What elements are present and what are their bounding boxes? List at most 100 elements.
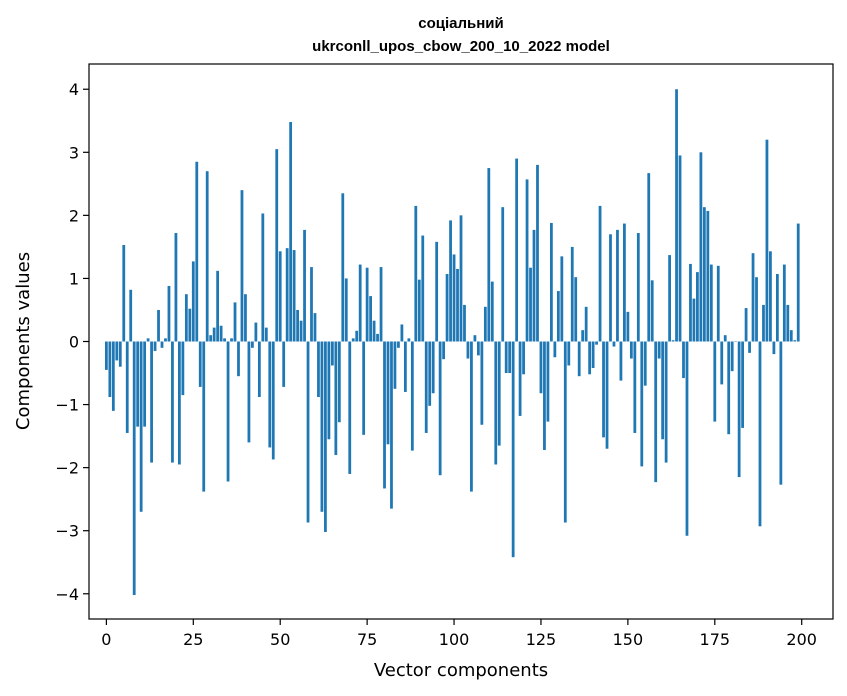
bar — [643, 341, 647, 386]
bar — [108, 341, 112, 397]
bar — [167, 286, 171, 342]
bar — [480, 341, 484, 425]
x-tick-label: 0 — [101, 630, 111, 649]
bar — [483, 306, 487, 342]
bar — [730, 341, 734, 372]
y-tick-label: −1 — [55, 396, 79, 415]
bar — [337, 341, 341, 423]
bar — [171, 341, 174, 463]
bar — [223, 338, 226, 342]
bar — [397, 341, 400, 348]
bar — [299, 320, 303, 342]
bar — [317, 341, 320, 397]
bar — [623, 223, 626, 342]
bar — [104, 341, 108, 370]
bar — [341, 193, 345, 342]
bar — [118, 341, 122, 367]
bar — [769, 251, 772, 342]
bar — [310, 267, 313, 342]
bar — [376, 333, 379, 342]
bar — [414, 205, 418, 342]
bar — [403, 341, 407, 392]
bar — [289, 122, 293, 342]
bar — [251, 341, 254, 348]
bar — [383, 341, 386, 489]
bar — [657, 341, 661, 359]
x-tick-label: 125 — [526, 630, 557, 649]
bar — [640, 341, 644, 467]
bar — [647, 173, 651, 342]
bar — [504, 341, 508, 374]
y-tick-label: 2 — [69, 206, 79, 225]
bar — [233, 302, 237, 342]
bar — [678, 155, 682, 342]
bar — [612, 341, 616, 347]
bar — [237, 341, 240, 377]
bar — [563, 341, 567, 523]
bar — [713, 341, 717, 422]
bar — [334, 341, 338, 456]
bar — [556, 291, 560, 342]
bar — [212, 327, 216, 342]
bar — [605, 341, 609, 449]
bar — [619, 341, 623, 381]
x-axis: 0 25 50 75 100 125 150 175 200 — [101, 619, 817, 649]
bar — [543, 341, 546, 450]
bar — [702, 207, 706, 342]
bar — [282, 341, 286, 387]
x-tick-label: 100 — [439, 630, 470, 649]
bar — [779, 341, 783, 485]
bar — [515, 158, 519, 342]
bar — [292, 250, 296, 342]
bar — [111, 341, 115, 411]
x-tick-label: 200 — [786, 630, 817, 649]
bar — [247, 341, 251, 443]
y-tick-label: −3 — [55, 522, 79, 541]
bar — [699, 152, 703, 342]
bar — [765, 139, 769, 342]
bar — [633, 341, 637, 433]
y-axis-label: Components values — [13, 252, 34, 430]
bar — [661, 341, 665, 440]
bar — [198, 341, 202, 387]
bar — [442, 341, 446, 360]
bar — [386, 341, 390, 445]
bar — [348, 341, 352, 474]
bar — [431, 341, 435, 394]
bar — [525, 179, 529, 342]
bar — [125, 341, 129, 433]
bar — [536, 164, 539, 342]
bar — [306, 341, 310, 523]
bar — [153, 341, 157, 351]
bar — [202, 341, 206, 492]
bar — [720, 341, 724, 385]
bar — [428, 341, 432, 406]
bar — [219, 325, 223, 342]
x-tick-label: 25 — [183, 630, 203, 649]
bar — [129, 289, 133, 342]
bar — [706, 210, 710, 342]
bar — [240, 190, 244, 342]
bar — [494, 341, 498, 465]
bar — [157, 309, 160, 342]
bar — [115, 341, 119, 361]
bar — [230, 338, 233, 342]
bar — [636, 233, 640, 342]
bar — [650, 280, 654, 342]
bar — [473, 335, 477, 342]
y-tick-label: −2 — [55, 459, 79, 478]
bar — [709, 264, 713, 342]
bar — [758, 341, 762, 527]
bar — [303, 229, 306, 342]
bar — [744, 308, 748, 342]
bar — [216, 270, 220, 342]
bar — [664, 341, 668, 463]
bar — [584, 306, 588, 342]
bar — [372, 320, 376, 342]
bar — [727, 341, 731, 435]
bar — [365, 267, 369, 342]
bar — [591, 341, 595, 368]
bar — [723, 335, 727, 342]
chart-title: соціальний — [418, 15, 504, 32]
